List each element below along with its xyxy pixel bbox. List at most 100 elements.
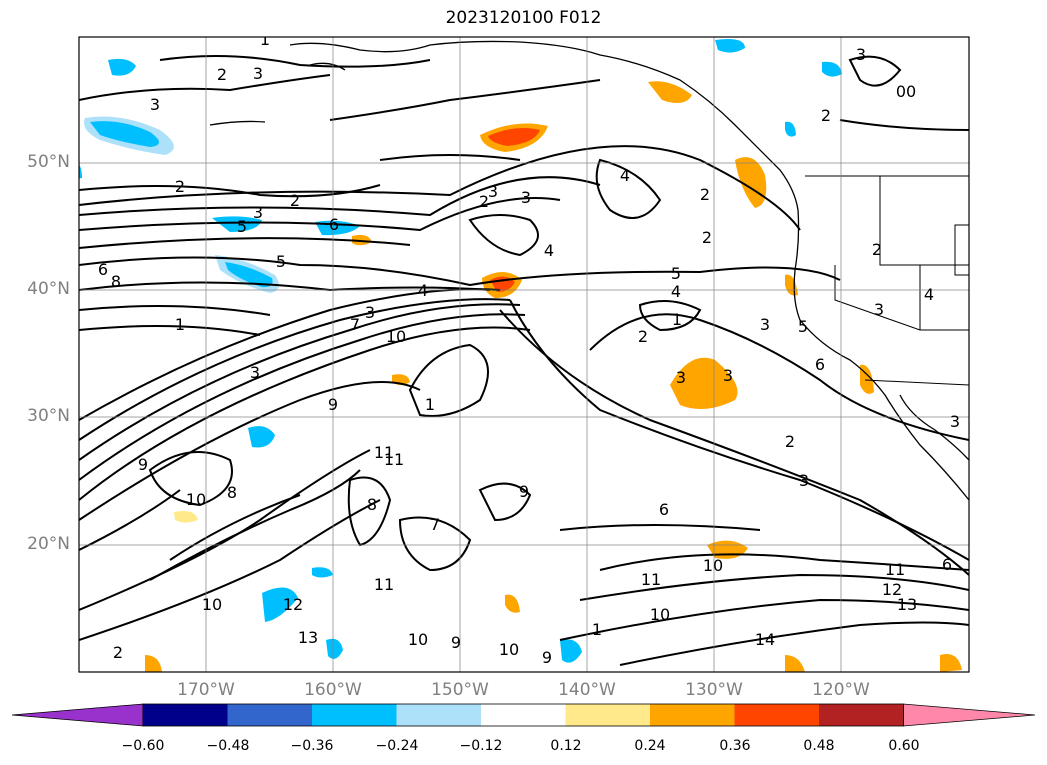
blue-blob	[79, 164, 82, 179]
colorbar-swatch	[396, 704, 482, 726]
colorbar-tick-label: −0.60	[121, 738, 165, 754]
lon-label-160W: 160°W	[304, 680, 362, 700]
colorbar-swatch	[143, 704, 228, 726]
orange-blob	[145, 655, 162, 672]
lon-label-130W: 130°W	[685, 680, 743, 700]
contour-label: 3	[250, 363, 260, 382]
blue-blob	[822, 61, 842, 77]
colorbar-swatch	[565, 704, 651, 726]
contour-label: 3	[365, 303, 375, 322]
contour-label: 9	[328, 395, 338, 414]
contour-label: 3	[150, 95, 160, 114]
contour-label: 1	[592, 620, 602, 639]
colorbar-tick-label: −0.24	[375, 738, 419, 754]
contour-label: 4	[418, 281, 428, 300]
contour-label: 1	[672, 310, 682, 329]
lon-label-150W: 150°W	[431, 680, 489, 700]
contour-label: 2	[700, 185, 710, 204]
orange-blob	[488, 128, 540, 146]
contour-label: 11	[885, 560, 905, 579]
contour-label: 1	[175, 315, 185, 334]
contour-label: 11	[641, 570, 661, 589]
colorbar-outline	[142, 703, 904, 727]
blue-blob	[108, 58, 136, 76]
colorbar-swatch	[819, 704, 904, 726]
contour-label: 6	[815, 355, 825, 374]
contour-label: 4	[544, 241, 554, 260]
colorbar-tick-label: 0.36	[719, 738, 751, 754]
contour-label: 4	[671, 282, 681, 301]
graticule	[79, 37, 969, 672]
contour-label: 8	[367, 495, 377, 514]
contour-label: 3	[723, 366, 733, 385]
colorbar-extend-low	[11, 703, 144, 727]
colorbar-extend-high	[903, 703, 1036, 727]
contour-label: 10	[386, 327, 406, 346]
contour-label: 10	[408, 630, 428, 649]
contour-label: 13	[897, 595, 917, 614]
lat-label-20N: 20°N	[27, 534, 70, 554]
contour-label: 6	[659, 500, 669, 519]
contour-label: 4	[924, 285, 934, 304]
contour-label: 7	[430, 515, 440, 534]
colorbar-swatch	[481, 704, 566, 726]
contour-label: 2	[638, 327, 648, 346]
contour-label: 2	[290, 191, 300, 210]
contour-label: 6	[942, 555, 952, 574]
blue-blob	[225, 262, 273, 288]
contour-label: 13	[298, 628, 318, 647]
contour-label: 2	[175, 177, 185, 196]
contour-label: 3	[950, 412, 960, 431]
contour-label: 11	[374, 575, 394, 594]
orange-blob	[735, 157, 767, 208]
contour-label: 5	[671, 264, 681, 283]
contour-label: 3	[488, 182, 498, 201]
contour-label: 12	[882, 580, 902, 599]
contour-label: 00	[896, 82, 916, 101]
contour-label: 3	[253, 64, 263, 83]
colorbar-swatch	[650, 704, 735, 726]
contour-label: 4	[620, 166, 630, 185]
contour-label: 12	[283, 595, 303, 614]
political-boundaries	[805, 175, 969, 386]
contour-label: 8	[111, 272, 121, 291]
colorbar-tick-label: 0.48	[803, 738, 835, 754]
contour-label: 14	[755, 630, 775, 649]
contour-label: 5	[798, 317, 808, 336]
blue-blob	[262, 587, 298, 622]
colorbar-swatch	[312, 704, 397, 726]
contour-label: 3	[676, 368, 686, 387]
contour-label: 8	[227, 483, 237, 502]
orange-blob	[505, 594, 520, 613]
colorbar-tick-label: −0.48	[206, 738, 250, 754]
lat-label-50N: 50°N	[27, 152, 70, 172]
contour-label: 11	[374, 443, 394, 462]
blue-blob	[212, 216, 262, 232]
contour-label: 3	[760, 315, 770, 334]
contour-label: 5	[237, 217, 247, 236]
lon-label-120W: 120°W	[812, 680, 870, 700]
map-title: 2023120100 F012	[445, 8, 602, 28]
contour-label: 10	[499, 640, 519, 659]
contour-label: 10	[650, 605, 670, 624]
contour-label: 6	[329, 215, 339, 234]
orange-blob	[352, 234, 372, 246]
contour-label: 10	[186, 490, 206, 509]
contour-label: 3	[521, 188, 531, 207]
contour-label: 1	[260, 30, 270, 49]
lat-label-30N: 30°N	[27, 406, 70, 426]
colorbar-tick-label: 0.60	[888, 738, 920, 754]
contour-label: 2	[217, 65, 227, 84]
contour-label: 3	[856, 45, 866, 64]
orange-blob	[174, 511, 198, 523]
contour-label: 9	[451, 633, 461, 652]
contour-label: 3	[253, 203, 263, 222]
contour-label: 7	[350, 315, 360, 334]
contour-label: 2	[702, 228, 712, 247]
contour-label: 9	[542, 648, 552, 667]
contour-label: 3	[799, 471, 809, 490]
colorbar-tick-label: −0.12	[459, 738, 503, 754]
lat-label-40N: 40°N	[27, 279, 70, 299]
contour-label: 2	[479, 192, 489, 211]
